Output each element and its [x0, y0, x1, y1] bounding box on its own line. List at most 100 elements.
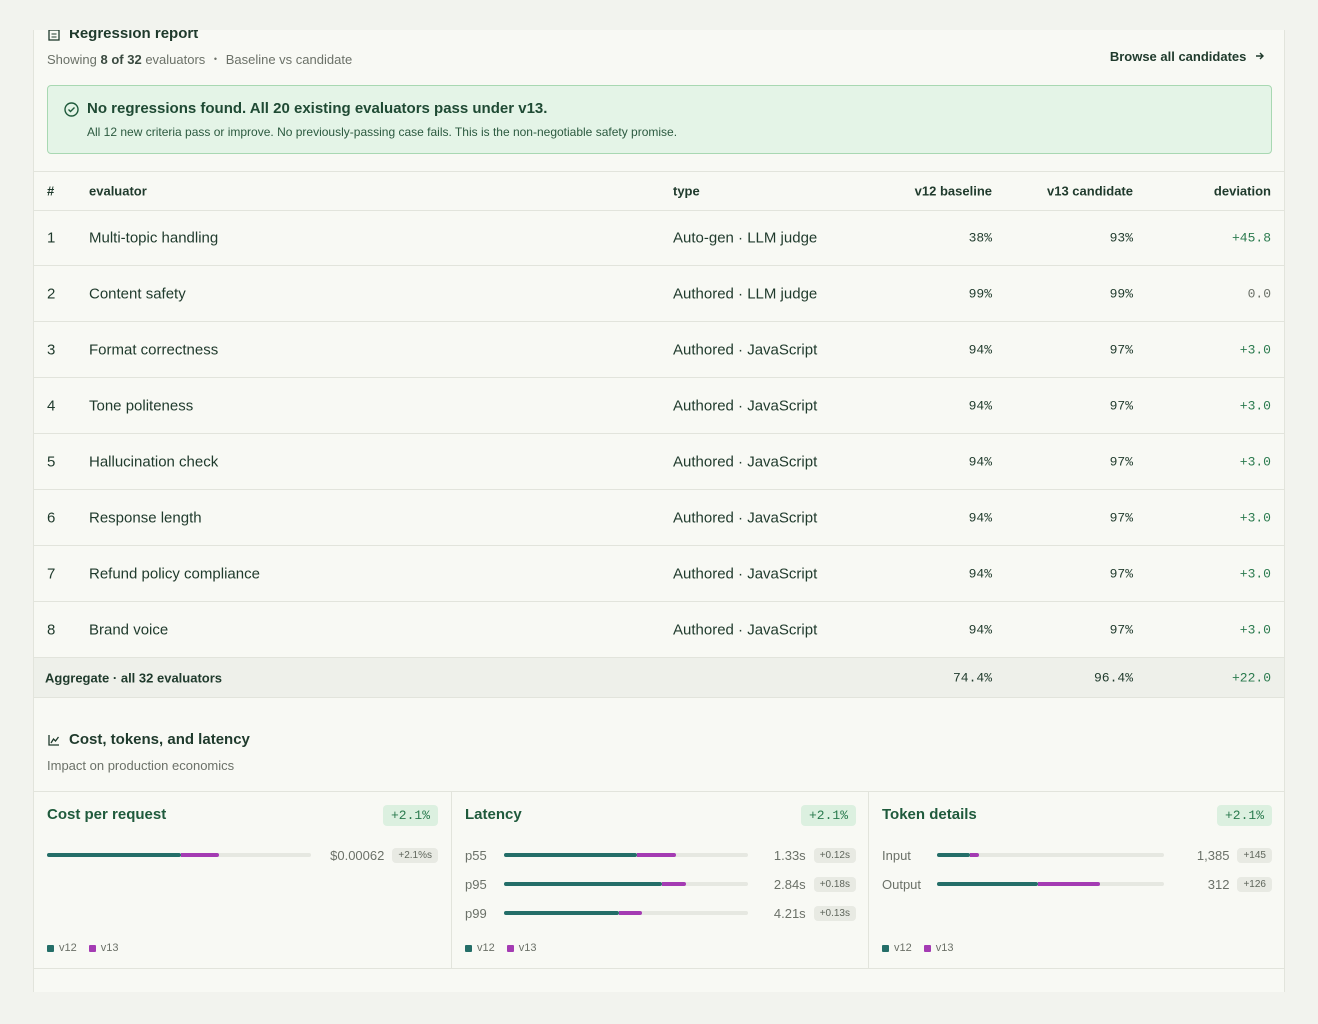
bar-v13: [662, 882, 686, 886]
table-cell: 97%: [1109, 342, 1133, 357]
column-header: v12 baseline: [914, 183, 992, 199]
table-cell: 2: [47, 285, 56, 302]
metric-row: p95 2.84s +0.18s: [465, 875, 856, 893]
table-cell: Tone politeness: [89, 397, 194, 414]
report-icon: [48, 30, 60, 41]
chart-icon: [48, 735, 60, 746]
table-cell: Brand voice: [89, 621, 169, 638]
bar-track: [504, 853, 748, 857]
legend-item: v12: [465, 942, 495, 954]
column-header: type: [673, 183, 700, 199]
table-cell: 97%: [1109, 622, 1133, 637]
table-row: 8 Brand voice Authored · JavaScript 94% 97% +…: [34, 602, 1284, 658]
bar-v12: [504, 911, 619, 915]
subtitle: Baseline vs candidate: [225, 52, 353, 67]
metric-card: Token details +2.1% Input 1,385 +145 Output 31…: [868, 791, 1284, 969]
report-panel: Regression report Showing 8 of 32 evalua…: [33, 30, 1285, 992]
table-cell: +45.8: [1231, 230, 1271, 245]
metric-row: Input 1,385 +145: [882, 846, 1272, 864]
card-badge: +2.1%: [1216, 805, 1272, 826]
column-header: #: [47, 183, 55, 199]
bar-track: [504, 911, 748, 915]
legend: v12 v13: [47, 942, 131, 954]
legend-label: v12: [477, 942, 495, 954]
table-cell: 0.0: [1247, 286, 1271, 301]
evaluators: evaluators: [145, 52, 206, 67]
bar-v12: [937, 853, 970, 857]
metric-label: p55: [465, 847, 487, 863]
metric-label: p99: [465, 905, 487, 921]
bar-v13: [619, 911, 642, 915]
bar-v12: [47, 853, 181, 857]
legend-swatch: [88, 945, 96, 952]
table-cell: Authored · JavaScript: [673, 621, 818, 638]
legend-swatch: [465, 945, 472, 952]
metric-card: Cost per request +2.1% $0.00062 +2.1%s v12 v1…: [34, 791, 451, 969]
table-cell: 6: [47, 509, 56, 526]
table-cell: 97%: [1109, 398, 1133, 413]
legend-swatch: [923, 945, 931, 952]
bar-v12: [504, 882, 662, 886]
table-cell: 1: [47, 229, 56, 246]
table-cell: Refund policy compliance: [89, 565, 260, 582]
legend-label: v13: [935, 942, 954, 954]
aggregate-cell: Aggregate · all 32 evaluators: [45, 670, 223, 685]
bar-v12: [937, 882, 1038, 886]
success-banner: No regressions found. All 20 existing ev…: [47, 85, 1272, 154]
card-badge: +2.1%: [382, 805, 438, 826]
metric-value: 1,385: [1196, 847, 1230, 863]
table-cell: 94%: [968, 510, 992, 525]
metric-row: p55 1.33s +0.12s: [465, 846, 856, 864]
card-title: Token details: [882, 806, 977, 823]
legend: v12 v13: [465, 942, 549, 954]
metric-delta: +0.18s: [813, 876, 856, 892]
table-cell: Content safety: [89, 285, 186, 302]
browse-link[interactable]: Browse all candidates: [1110, 49, 1265, 64]
separator: •: [213, 54, 218, 64]
column-header: evaluator: [89, 183, 147, 199]
legend: v12 v13: [882, 942, 966, 954]
card-title: Latency: [465, 806, 522, 823]
table-cell: 94%: [968, 398, 992, 413]
table-cell: +3.0: [1239, 398, 1271, 413]
table-cell: Response length: [89, 509, 202, 526]
metric-row: $0.00062 +2.1%s: [47, 846, 438, 864]
browse-link-text: Browse all candidates: [1109, 49, 1247, 64]
bar-v13: [181, 853, 219, 857]
metric-label: p95: [465, 876, 487, 892]
metric-delta: +126: [1237, 876, 1272, 892]
aggregate-row: Aggregate · all 32 evaluators 74.4% 96.4% +…: [34, 658, 1284, 698]
table-cell: Auto-gen · LLM judge: [673, 229, 818, 246]
metric-value: 2.84s: [773, 876, 806, 892]
table-row: 1 Multi-topic handling Auto-gen · LLM judg…: [34, 210, 1284, 266]
table-row: 3 Format correctness Authored · JavaScript…: [34, 322, 1284, 378]
costs-title: Cost, tokens, and latency: [69, 731, 250, 748]
legend-swatch: [47, 945, 54, 952]
bar-v13: [970, 853, 979, 857]
metric-delta: +0.13s: [813, 905, 856, 921]
bar-track: [504, 882, 748, 886]
table-cell: Authored · JavaScript: [673, 565, 818, 582]
table-cell: 94%: [968, 454, 992, 469]
metric-row: p99 4.21s +0.13s: [465, 904, 856, 922]
bar-track: [937, 853, 1164, 857]
showing: Showing: [47, 52, 97, 67]
table-cell: 99%: [968, 286, 992, 301]
table-cell: 97%: [1109, 566, 1133, 581]
legend-swatch: [506, 945, 514, 952]
table-cell: 7: [47, 565, 56, 582]
banner-text: All 12 new criteria pass or improve. No …: [87, 125, 678, 139]
table-cell: 94%: [968, 622, 992, 637]
bar-v12: [504, 853, 637, 857]
table-cell: Authored · LLM judge: [673, 285, 818, 302]
table-cell: +3.0: [1239, 342, 1271, 357]
metric-delta: +2.1%s: [392, 847, 438, 863]
bar-v13: [1038, 882, 1100, 886]
metric-label: Output: [882, 876, 922, 892]
table-cell: Authored · JavaScript: [673, 341, 818, 358]
table-cell: 3: [47, 341, 56, 358]
metric-value: $0.00062: [330, 847, 385, 863]
table-cell: 5: [47, 453, 56, 470]
